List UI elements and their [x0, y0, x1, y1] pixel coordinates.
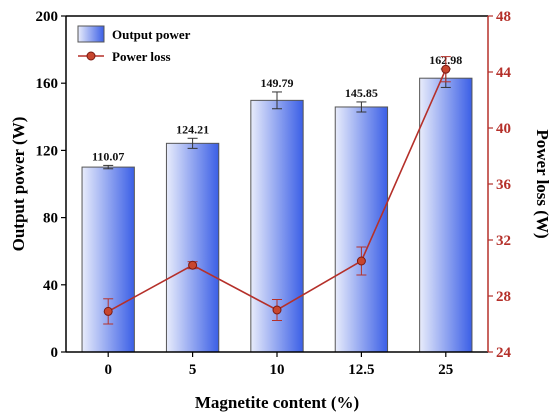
power-loss-point-0: [103, 306, 113, 316]
bar-4: [419, 77, 473, 353]
bar-3: [334, 106, 389, 353]
y-right-axis-label: Power loss (W): [533, 129, 550, 238]
x-axis-label: Magnetite content (%): [195, 393, 359, 412]
power-loss-point-3: [356, 256, 366, 266]
power-loss-point-2: [272, 305, 282, 315]
power-loss-point-4: [441, 64, 451, 74]
x-tick-label-2: 10: [270, 362, 285, 378]
y-right-tick-label-5: 44: [496, 65, 512, 81]
y-left-tick-label-0: 0: [51, 345, 59, 361]
y-left-tick-label-5: 200: [36, 9, 59, 25]
x-tick-label-1: 5: [189, 362, 197, 378]
bar-value-label-3: 145.85: [345, 86, 378, 100]
bar-value-label-0: 110.07: [92, 149, 124, 163]
line-layer: [103, 56, 451, 325]
bar-value-label-1: 124.21: [176, 122, 209, 136]
y-left-tick-label-1: 40: [43, 278, 58, 294]
y-right-tick-label-4: 40: [496, 121, 511, 137]
y-right-tick-label-6: 48: [496, 9, 511, 25]
legend-swatch-output-power: [77, 25, 105, 43]
bar-value-label-2: 149.79: [261, 76, 294, 90]
y-left-axis-label: Output power (W): [9, 117, 28, 252]
y-right-tick-label-0: 24: [496, 345, 512, 361]
legend-label-power-loss: Power loss: [112, 49, 171, 64]
x-tick-label-4: 25: [438, 362, 453, 378]
bar-1: [165, 142, 220, 353]
y-right-tick-label-2: 32: [496, 233, 511, 249]
legend-label-output-power: Output power: [112, 27, 191, 42]
x-tick-label-0: 0: [104, 362, 112, 378]
axes-layer: 0 40 80 120 160 200 24 28 32 36 40 44 48 0 5 10 12.5 25 Ma…: [9, 9, 550, 412]
legend-marker-power-loss: [86, 51, 96, 61]
y-left-tick-label-4: 160: [36, 76, 59, 92]
power-loss-point-1: [188, 260, 198, 270]
y-left-tick-label-2: 80: [43, 211, 58, 227]
x-tick-label-3: 12.5: [348, 362, 374, 378]
y-right-tick-label-3: 36: [496, 177, 512, 193]
y-left-tick-label-3: 120: [36, 143, 59, 159]
y-right-tick-label-1: 28: [496, 289, 511, 305]
legend: Output power Power loss: [77, 25, 191, 64]
